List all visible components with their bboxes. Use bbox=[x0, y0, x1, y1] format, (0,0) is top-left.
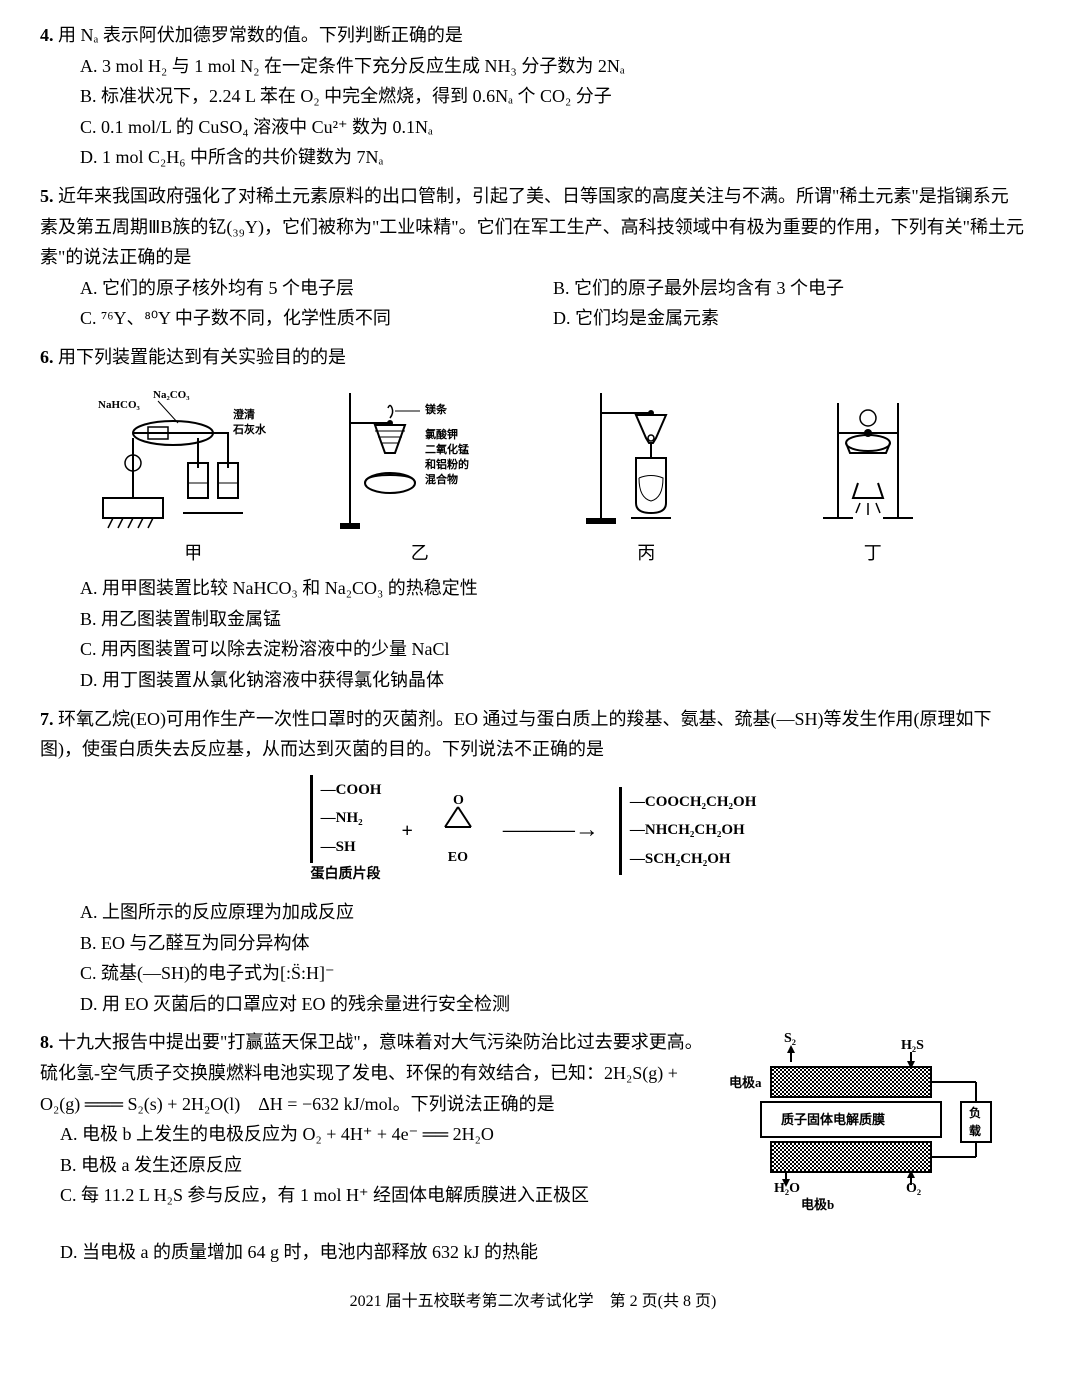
q8-option-a: A. 电极 b 上发生的电极反应为 O₂ + 4H⁺ + 4e⁻ ══ 2H₂O bbox=[40, 1119, 711, 1150]
yi-label: 乙 bbox=[411, 538, 429, 569]
q5-option-d: D. 它们均是金属元素 bbox=[553, 303, 1026, 334]
svg-text:镁条: 镁条 bbox=[425, 402, 448, 416]
diagram-bing: 丙 bbox=[533, 383, 760, 569]
q5-text: 近年来我国政府强化了对稀土元素原料的出口管制，引起了美、日等国家的高度关注与不满… bbox=[40, 186, 1024, 267]
bing-label: 丙 bbox=[637, 538, 655, 569]
question-7: 7. 环氧乙烷(EO)可用作生产一次性口罩时的灭菌剂。EO 通过与蛋白质上的羧基… bbox=[40, 704, 1026, 1020]
q7-option-d: D. 用 EO 灭菌后的口罩应对 EO 的残余量进行安全检测 bbox=[40, 989, 1026, 1020]
jia-label: 甲 bbox=[184, 538, 202, 569]
q6-option-b: B. 用乙图装置制取金属锰 bbox=[40, 604, 1026, 635]
q4-option-a: A. 3 mol H₂ 与 1 mol N₂ 在一定条件下充分反应生成 NH₃ … bbox=[40, 51, 1026, 82]
q4-option-b: B. 标准状况下，2.24 L 苯在 O₂ 中完全燃烧，得到 0.6Nₐ 个 C… bbox=[40, 81, 1026, 112]
svg-text:Na₂CO₃: Na₂CO₃ bbox=[153, 389, 190, 401]
right-3: —SCH₂CH₂OH bbox=[630, 847, 757, 873]
eo-label: EO bbox=[433, 846, 483, 870]
svg-text:H₂S: H₂S bbox=[901, 1038, 924, 1053]
q6-text: 用下列装置能达到有关实验目的的是 bbox=[58, 347, 346, 367]
q5-option-c: C. ⁷⁶Y、⁸⁰Y 中子数不同，化学性质不同 bbox=[80, 303, 553, 334]
protein-label: 蛋白质片段 bbox=[310, 863, 382, 887]
q6-option-d: D. 用丁图装置从氯化钠溶液中获得氯化钠晶体 bbox=[40, 665, 1026, 696]
ding-label: 丁 bbox=[864, 538, 882, 569]
svg-text:和铝粉的: 和铝粉的 bbox=[425, 457, 469, 471]
svg-text:混合物: 混合物 bbox=[425, 472, 458, 486]
q4-option-c: C. 0.1 mol/L 的 CuSO₄ 溶液中 Cu²⁺ 数为 0.1Nₐ bbox=[40, 112, 1026, 143]
q7-num: 7. bbox=[40, 709, 54, 729]
svg-text:载: 载 bbox=[969, 1123, 981, 1138]
svg-text:负: 负 bbox=[969, 1105, 981, 1120]
q8-option-d: D. 当电极 a 的质量增加 64 g 时，电池内部释放 632 kJ 的热能 bbox=[40, 1237, 1026, 1268]
svg-text:石灰水: 石灰水 bbox=[232, 422, 267, 436]
q4-text: 用 Nₐ 表示阿伏加德罗常数的值。下列判断正确的是 bbox=[58, 25, 463, 45]
q7-option-a: A. 上图所示的反应原理为加成反应 bbox=[40, 897, 1026, 928]
diagram-ding: 丁 bbox=[760, 383, 987, 569]
q8-option-b: B. 电极 a 发生还原反应 bbox=[40, 1150, 711, 1181]
question-4: 4. 用 Nₐ 表示阿伏加德罗常数的值。下列判断正确的是 A. 3 mol H₂… bbox=[40, 20, 1026, 173]
q4-num: 4. bbox=[40, 25, 54, 45]
q7-text: 环氧乙烷(EO)可用作生产一次性口罩时的灭菌剂。EO 通过与蛋白质上的羧基、氨基… bbox=[40, 709, 991, 760]
svg-text:O: O bbox=[453, 793, 464, 808]
question-8: 8. 十九大报告中提出要"打赢蓝天保卫战"，意味着对大气污染防治比过去要求更高。… bbox=[40, 1027, 1026, 1267]
left-sh: —SH bbox=[321, 835, 382, 861]
svg-text:O₂: O₂ bbox=[906, 1181, 921, 1196]
q7-reaction: —COOH —NH₂ —SH 蛋白质片段 + O EO ———→ —COOCH₂… bbox=[40, 765, 1026, 897]
svg-text:电极a: 电极a bbox=[729, 1075, 762, 1090]
svg-text:质子固体电解质膜: 质子固体电解质膜 bbox=[781, 1112, 885, 1127]
left-cooh: —COOH bbox=[321, 778, 382, 804]
right-1: —COOCH₂CH₂OH bbox=[630, 790, 757, 816]
q4-option-d: D. 1 mol C₂H₆ 中所含的共价键数为 7Nₐ bbox=[40, 142, 1026, 173]
question-5: 5. 近年来我国政府强化了对稀土元素原料的出口管制，引起了美、日等国家的高度关注… bbox=[40, 181, 1026, 334]
q5-num: 5. bbox=[40, 186, 54, 206]
q5-option-a: A. 它们的原子核外均有 5 个电子层 bbox=[80, 273, 553, 304]
q8-diagram: S₂ H₂S 电极a 质子固体电解质膜 H₂O bbox=[726, 1027, 1026, 1237]
question-6: 6. 用下列装置能达到有关实验目的的是 NaHCO₃ Na₂CO₃ 澄清 石灰水 bbox=[40, 342, 1026, 696]
q8-text: 十九大报告中提出要"打赢蓝天保卫战"，意味着对大气污染防治比过去要求更高。硫化氢… bbox=[40, 1032, 703, 1113]
eo-structure: O EO bbox=[433, 792, 483, 870]
q7-option-b: B. EO 与乙醛互为同分异构体 bbox=[40, 928, 1026, 959]
q8-num: 8. bbox=[40, 1032, 54, 1052]
diagram-yi: 镁条 氯酸钾 二氧化锰 和铝粉的 混合物 乙 bbox=[307, 383, 534, 569]
svg-text:澄清: 澄清 bbox=[233, 407, 255, 421]
q6-option-a: A. 用甲图装置比较 NaHCO₃ 和 Na₂CO₃ 的热稳定性 bbox=[40, 573, 1026, 604]
right-2: —NHCH₂CH₂OH bbox=[630, 818, 757, 844]
svg-text:二氧化锰: 二氧化锰 bbox=[425, 442, 469, 456]
svg-text:NaHCO₃: NaHCO₃ bbox=[98, 399, 141, 411]
q8-option-c: C. 每 11.2 L H₂S 参与反应，有 1 mol H⁺ 经固体电解质膜进… bbox=[40, 1180, 711, 1211]
q7-option-c: C. 巯基(—SH)的电子式为[:S̈:H]⁻ bbox=[40, 958, 1026, 989]
q6-diagrams: NaHCO₃ Na₂CO₃ 澄清 石灰水 甲 bbox=[40, 373, 1026, 574]
q6-option-c: C. 用丙图装置可以除去淀粉溶液中的少量 NaCl bbox=[40, 634, 1026, 665]
svg-text:电极b: 电极b bbox=[801, 1197, 834, 1212]
diagram-jia: NaHCO₃ Na₂CO₃ 澄清 石灰水 甲 bbox=[80, 383, 307, 569]
arrow: ———→ bbox=[503, 810, 599, 851]
left-nh2: —NH₂ bbox=[321, 806, 382, 832]
page-footer: 2021 届十五校联考第二次考试化学 第 2 页(共 8 页) bbox=[40, 1288, 1026, 1315]
svg-text:S₂: S₂ bbox=[784, 1031, 796, 1046]
svg-text:氯酸钾: 氯酸钾 bbox=[425, 427, 458, 441]
q6-num: 6. bbox=[40, 347, 54, 367]
q5-option-b: B. 它们的原子最外层均含有 3 个电子 bbox=[553, 273, 1026, 304]
plus-sign: + bbox=[401, 814, 412, 848]
